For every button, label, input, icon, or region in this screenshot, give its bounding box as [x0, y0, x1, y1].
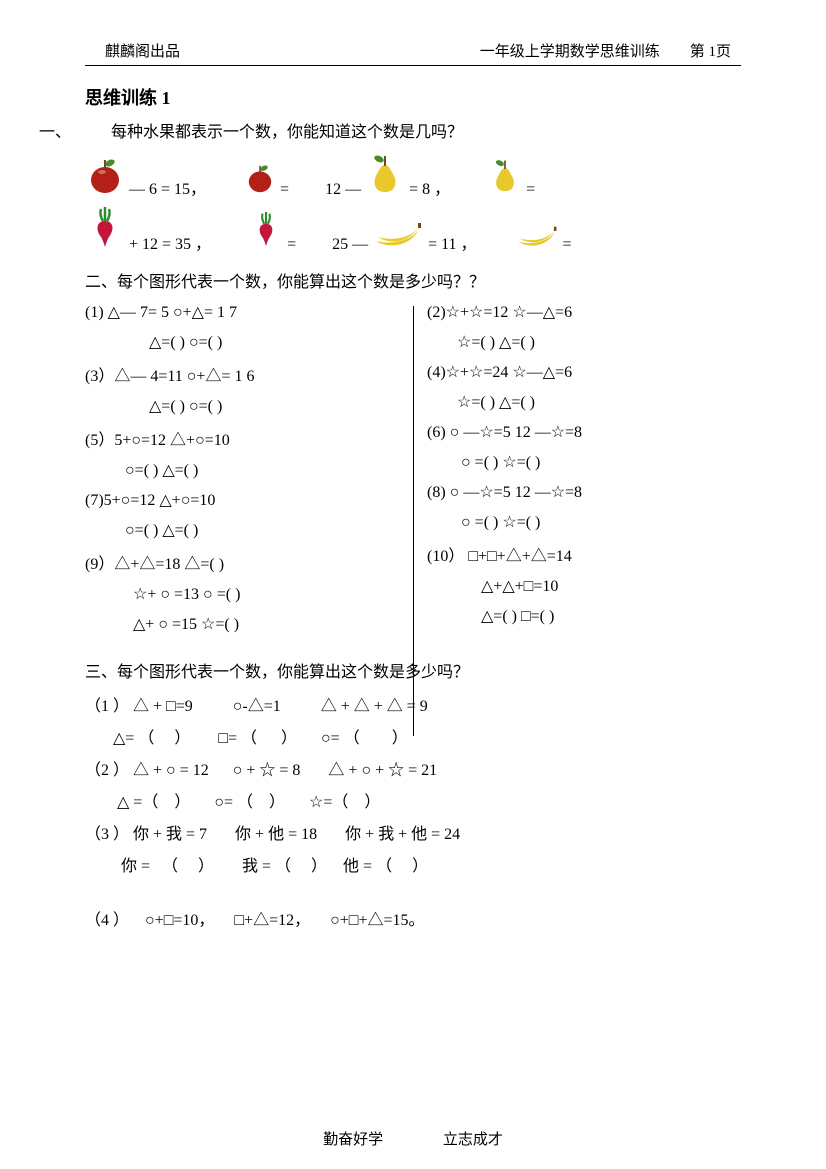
eq-text: 25 —: [332, 236, 368, 254]
eq-text: =: [280, 181, 289, 199]
q2-line: ☆=( ) △=( ): [427, 332, 741, 352]
q3-line: （2 ） △ + ○ = 12 ○ + ☆ = 8 △ + ○ + ☆ = 21: [85, 756, 741, 780]
q2-line: △=( ) ○=( ): [85, 396, 403, 416]
radish-small-icon: [249, 209, 283, 254]
eq-text: =: [526, 181, 535, 199]
eq-text: = 8 ，: [409, 175, 450, 199]
pear-small-icon: [488, 156, 522, 199]
eq-text: — 6 = 15，: [129, 175, 206, 199]
page-footer: 勤奋好学 立志成才: [0, 1128, 826, 1149]
q2-line: (6) ○ ―☆=5 12 ―☆=8: [427, 422, 741, 442]
page: 麒麟阁出品 一年级上学期数学思维训练 第 1页 思维训练 1 一、 每种水果都表…: [0, 0, 826, 1169]
q3-line: （3 ） 你 + 我 = 7 你 + 他 = 18 你 + 我 + 他 = 24: [85, 820, 741, 844]
section1-row2: + 12 = 35 ， = 25 — = 11 ，: [85, 205, 741, 254]
q3-line: △ =（ ） ○= （ ） ☆=（ ）: [85, 788, 741, 812]
banana-small-icon: [515, 223, 559, 254]
q2-line: (8) ○ ―☆=5 12 ―☆=8: [427, 482, 741, 502]
radish-icon: [85, 205, 125, 254]
divider-line: [413, 306, 414, 736]
section2-title: 二、每个图形代表一个数，你能算出这个数是多少吗？？: [85, 268, 741, 292]
q3-line: [85, 884, 741, 898]
section1-prompt: 每种水果都表示一个数，你能知道这个数是几吗？: [111, 118, 463, 142]
q2-line: (5）5+○=12 △+○=10: [85, 426, 403, 450]
apple-icon: [85, 154, 125, 199]
header-page: 第 1页: [690, 40, 731, 61]
main-title: 思维训练 1: [85, 84, 741, 110]
q2-line: △=( ) □=( ): [427, 606, 741, 626]
q2-line: (7)5+○=12 △+○=10: [85, 490, 403, 510]
header-right-group: 一年级上学期数学思维训练 第 1页: [480, 40, 731, 61]
q3-line: （4 ） ○+□=10， □+△=12， ○+□+△=15。: [85, 906, 741, 930]
q2-line: △=( ) ○=( ): [85, 332, 403, 352]
header-left: 麒麟阁出品: [105, 40, 180, 61]
q2-line: ☆=( ) △=( ): [427, 392, 741, 412]
q2-line: ○=( ) △=( ): [85, 520, 403, 540]
section1-lead: 一、 每种水果都表示一个数，你能知道这个数是几吗？: [39, 118, 741, 142]
eq-text: 12 —: [325, 181, 361, 199]
section2-right-col: (2)☆+☆=12 ☆―△=6 ☆=( ) △=( ) (4)☆+☆=24 ☆―…: [413, 302, 741, 644]
q2-line: (10） □+□+△+△=14: [427, 542, 741, 566]
apple-small-icon: [244, 160, 276, 199]
q2-line: ○ =( ) ☆=( ): [427, 452, 741, 472]
q2-line: ○ =( ) ☆=( ): [427, 512, 741, 532]
q2-line: △+ ○ =15 ☆=( ): [85, 614, 403, 634]
footer-left: 勤奋好学: [323, 1132, 383, 1148]
q2-line: (4)☆+☆=24 ☆―△=6: [427, 362, 741, 382]
q3-line: 你 = （ ） 我 = （ ） 他 = （ ）: [85, 852, 741, 876]
page-header: 麒麟阁出品 一年级上学期数学思维训练 第 1页: [85, 40, 741, 66]
section2-left-col: (1) △― 7= 5 ○+△= 1 7 △=( ) ○=( ) (3）△― 4…: [85, 302, 413, 644]
eq-text: =: [287, 236, 296, 254]
section1-row1: — 6 = 15， = 12 — = 8 ，: [85, 152, 741, 199]
q2-line: (9）△+△=18 △=( ): [85, 550, 403, 574]
q2-line: (3）△― 4=11 ○+△= 1 6: [85, 362, 403, 386]
pear-icon: [365, 152, 405, 199]
section2-grid: (1) △― 7= 5 ○+△= 1 7 △=( ) ○=( ) (3）△― 4…: [85, 302, 741, 644]
q2-line: (2)☆+☆=12 ☆―△=6: [427, 302, 741, 322]
banana-icon: [372, 219, 424, 254]
q2-line: (1) △― 7= 5 ○+△= 1 7: [85, 302, 403, 322]
footer-right: 立志成才: [443, 1132, 503, 1148]
eq-text: = 11 ，: [428, 230, 476, 254]
eq-text: =: [563, 236, 572, 254]
q2-line: ○=( ) △=( ): [85, 460, 403, 480]
q2-line: ☆+ ○ =13 ○ =( ): [85, 584, 403, 604]
section1-number: 一、: [39, 118, 111, 142]
q2-line: △+△+□=10: [427, 576, 741, 596]
eq-text: + 12 = 35 ，: [129, 230, 211, 254]
header-center: 一年级上学期数学思维训练: [480, 40, 660, 61]
